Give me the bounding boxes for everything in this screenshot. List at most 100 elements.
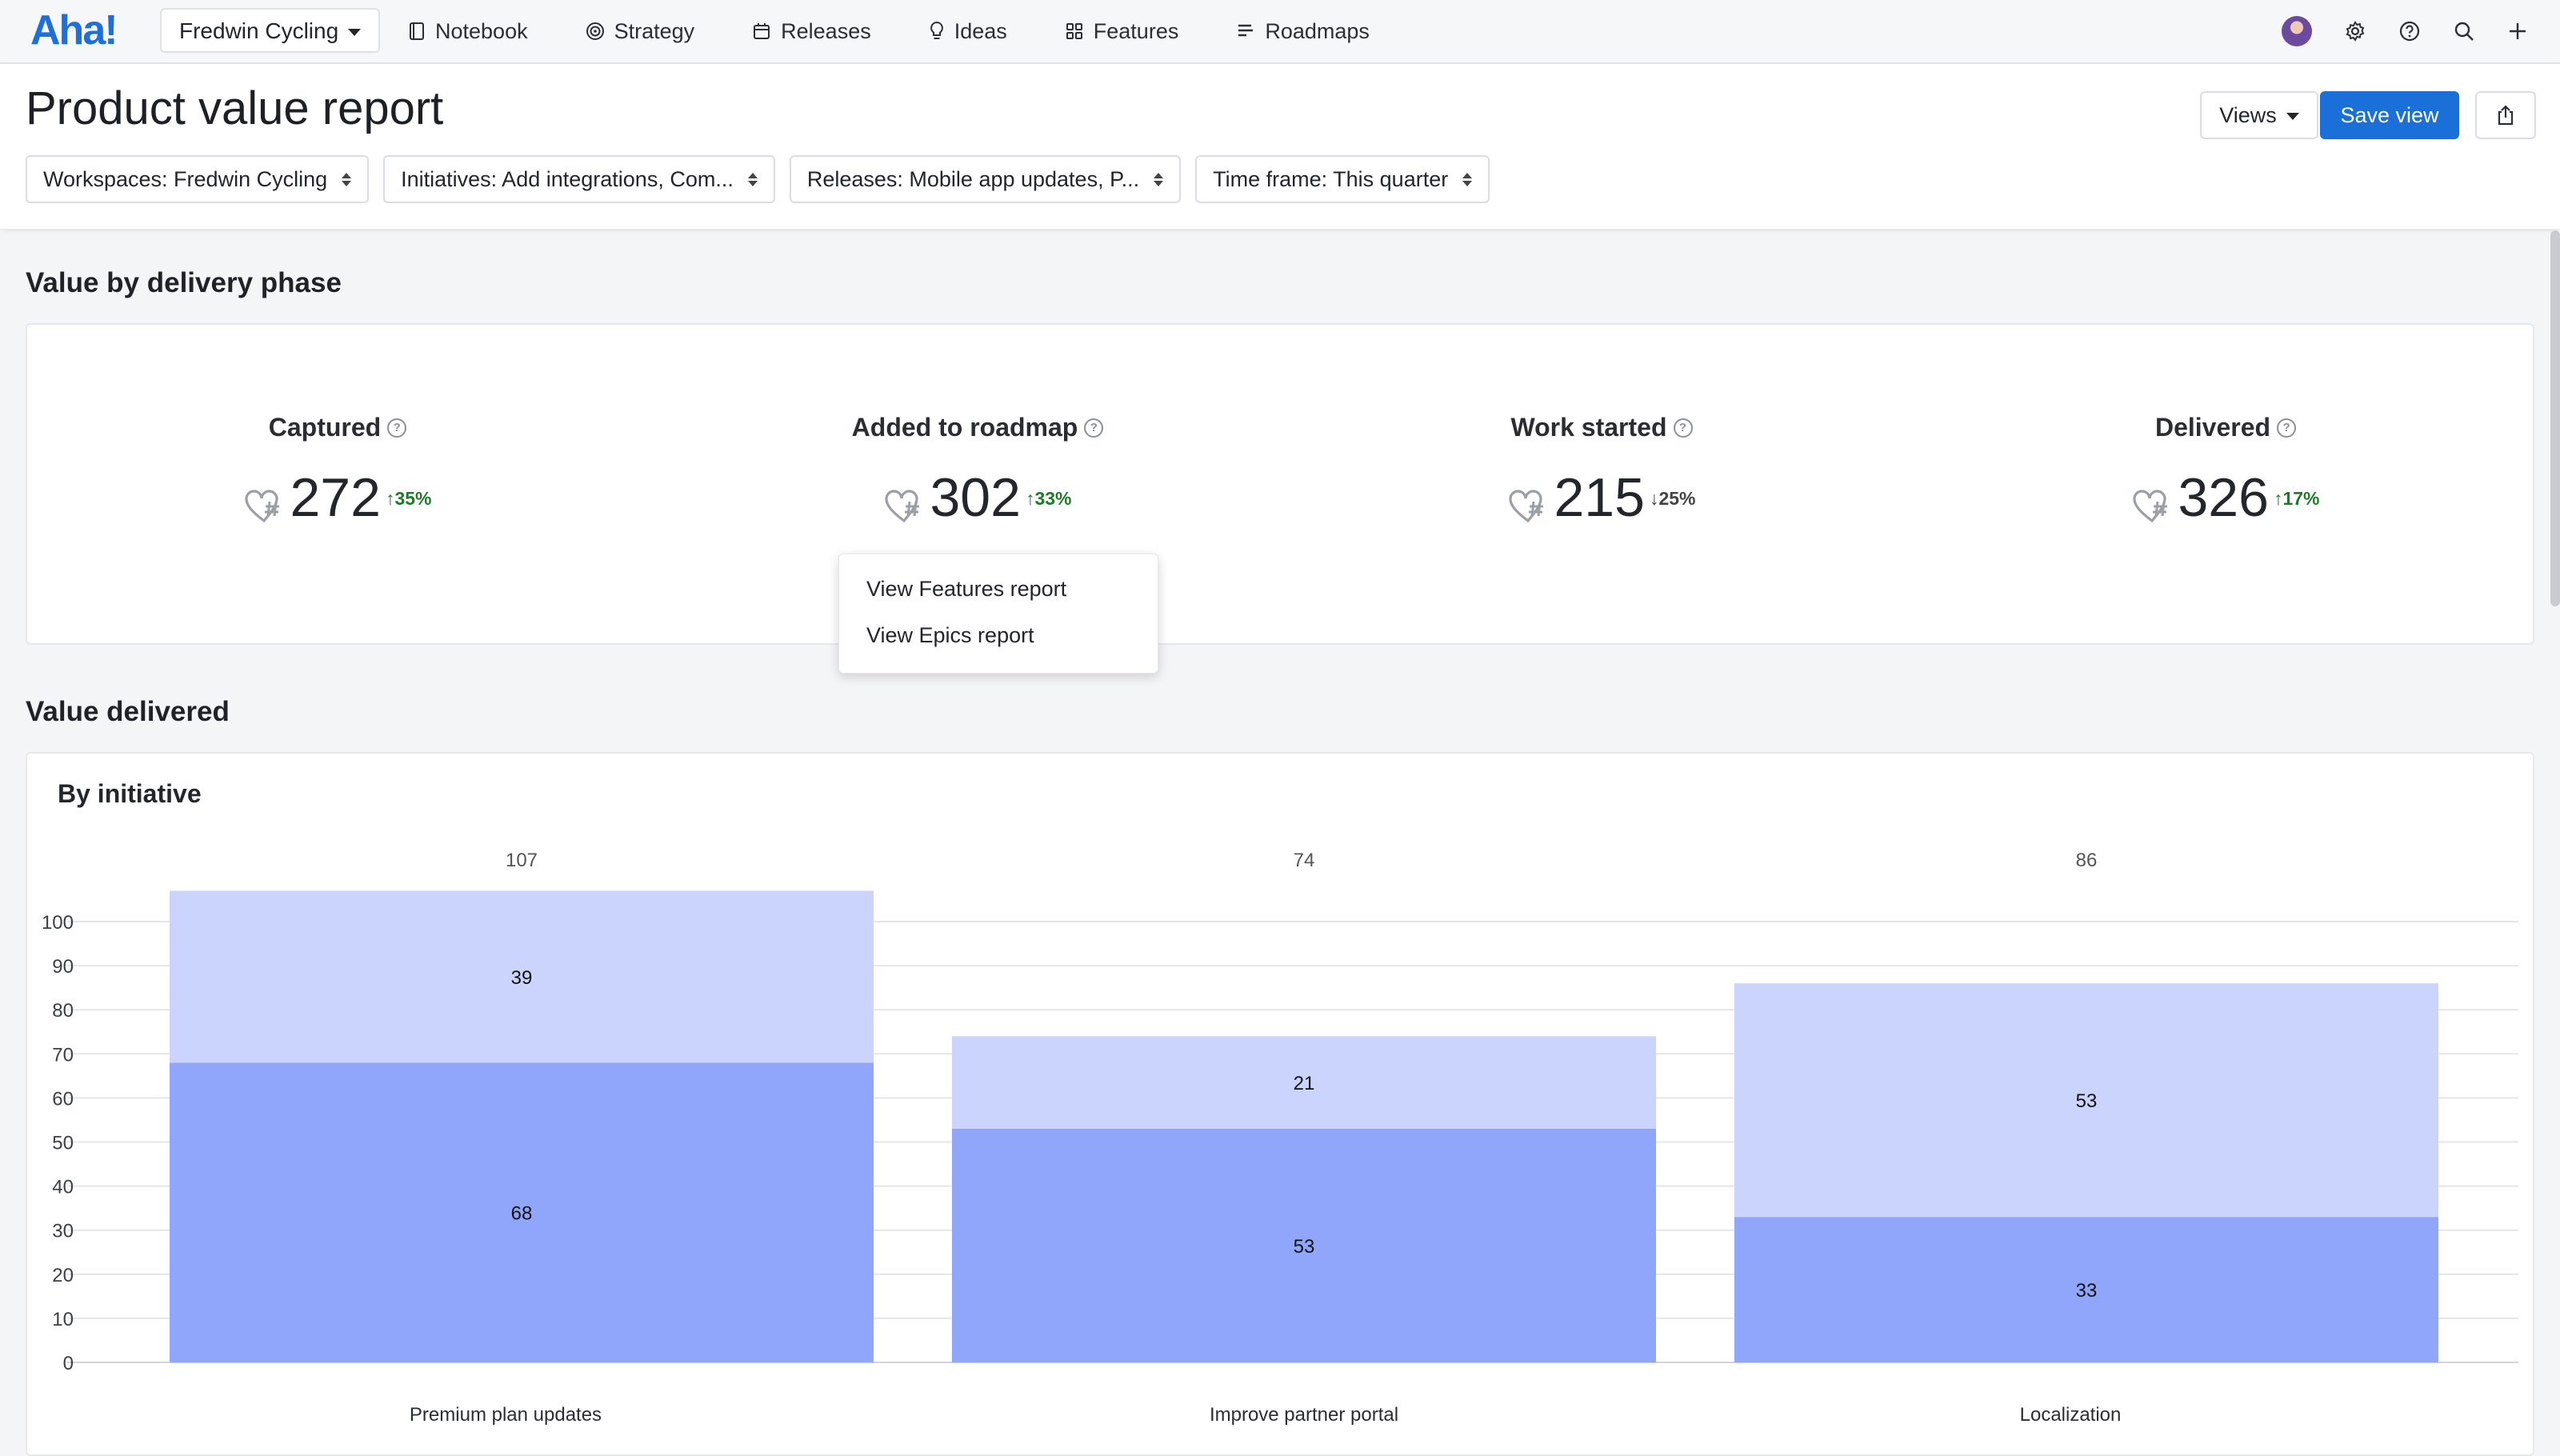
search-button[interactable] — [2453, 20, 2475, 42]
grid-icon — [1066, 23, 1082, 39]
nav-strategy[interactable]: Strategy — [586, 18, 695, 44]
metric-delivered[interactable]: Delivered? 326 ↑17% — [2026, 413, 2426, 528]
metric-change: ↑35% — [386, 488, 432, 510]
metric-added-to-roadmap[interactable]: Added to roadmap? 302 ↑33% — [778, 413, 1178, 528]
roadmap-icon — [1238, 24, 1254, 37]
filter-workspaces[interactable]: Workspaces: Fredwin Cycling — [26, 155, 370, 203]
report-header: Product value report Views Save view Wor… — [0, 64, 2560, 229]
views-button-label: Views — [2219, 103, 2277, 127]
help-icon[interactable]: ? — [2277, 418, 2297, 438]
heart-hash-icon — [2133, 490, 2168, 523]
metric-label-text: Delivered — [2154, 413, 2271, 442]
filter-releases[interactable]: Releases: Mobile app updates, P... — [789, 155, 1182, 203]
section-title-phase: Value by delivery phase — [26, 267, 342, 298]
chart-subtitle: By initiative — [58, 779, 202, 808]
avatar — [2282, 16, 2312, 46]
filter-workspaces-label: Workspaces: Fredwin Cycling — [43, 167, 328, 191]
nav-releases-label: Releases — [781, 18, 871, 43]
metric-label: Work started? — [1510, 413, 1693, 442]
page-title: Product value report — [26, 82, 444, 134]
metric-change-value: 33% — [1034, 488, 1072, 509]
notebook-icon — [410, 22, 424, 40]
caret-down-icon — [2286, 113, 2299, 121]
metric-label-text: Added to roadmap — [851, 413, 1078, 442]
metric-change: ↑33% — [1026, 488, 1072, 510]
nav-roadmaps[interactable]: Roadmaps — [1236, 19, 1370, 44]
heart-hash-icon — [885, 490, 920, 523]
arrow-up-icon: ↑ — [2273, 488, 2283, 509]
search-icon — [2454, 22, 2474, 41]
nav-ideas-label: Ideas — [954, 18, 1007, 43]
metric-value: 302 — [930, 467, 1021, 528]
filter-time-frame-label: Time frame: This quarter — [1213, 167, 1449, 191]
filter-initiatives-label: Initiatives: Add integrations, Com... — [401, 167, 734, 191]
metric-captured[interactable]: Captured? 272 ↑35% — [138, 413, 538, 528]
metric-value: 272 — [290, 467, 381, 528]
nav-ideas[interactable]: Ideas — [929, 19, 1007, 44]
workspace-name: Fredwin Cycling — [179, 18, 339, 43]
nav-roadmaps-label: Roadmaps — [1265, 18, 1370, 43]
metric-change: ↓25% — [1650, 488, 1696, 510]
metric-value-row: 302 ↑33% — [778, 467, 1178, 528]
metric-dropdown-menu: View Features report View Epics report — [838, 554, 1158, 674]
nav-features-label: Features — [1093, 18, 1179, 43]
share-button[interactable] — [2475, 91, 2536, 139]
settings-button[interactable] — [2344, 20, 2366, 42]
page-scrollbar[interactable] — [2550, 230, 2560, 606]
help-button[interactable] — [2398, 20, 2421, 42]
metric-change-value: 25% — [1658, 488, 1696, 509]
metric-label: Captured? — [268, 413, 407, 442]
views-button[interactable]: Views — [2200, 91, 2318, 139]
metric-value: 215 — [1554, 467, 1645, 528]
aha-logo[interactable]: Aha! — [30, 7, 118, 54]
workspace-selector[interactable]: Fredwin Cycling — [160, 8, 381, 53]
view-features-report-link[interactable]: View Features report — [866, 577, 1067, 601]
section-title-delivered: Value delivered — [26, 696, 230, 727]
nav-right-actions — [2250, 0, 2528, 62]
lightbulb-icon — [930, 21, 943, 39]
metric-work-started[interactable]: Work started? 215 ↓25% — [1402, 413, 1802, 528]
sort-arrows-icon — [1462, 172, 1473, 186]
add-button[interactable] — [2507, 21, 2528, 42]
nav-notebook-label: Notebook — [435, 18, 528, 43]
help-icon — [2399, 21, 2420, 42]
delivered-card — [26, 752, 2534, 1456]
heart-hash-icon — [1509, 490, 1544, 523]
sort-arrows-icon — [342, 172, 352, 186]
share-icon — [2498, 105, 2514, 126]
metric-value-row: 215 ↓25% — [1402, 467, 1802, 528]
metric-value: 326 — [2178, 467, 2269, 528]
metric-label-text: Captured — [268, 413, 382, 442]
view-epics-report-link[interactable]: View Epics report — [866, 623, 1034, 647]
phase-card: Captured? 272 ↑35% Added to roadmap? 302 ↑33%… — [26, 323, 2534, 645]
nav-releases[interactable]: Releases — [752, 19, 871, 44]
help-icon[interactable]: ? — [387, 418, 407, 438]
metric-change: ↑17% — [2274, 488, 2320, 510]
metric-label-text: Work started — [1510, 413, 1667, 442]
heart-hash-icon — [245, 490, 280, 523]
save-view-button[interactable]: Save view — [2320, 91, 2459, 139]
nav-strategy-label: Strategy — [614, 18, 695, 43]
filter-time-frame[interactable]: Time frame: This quarter — [1195, 155, 1490, 203]
metric-label: Added to roadmap? — [852, 413, 1104, 442]
filter-initiatives[interactable]: Initiatives: Add integrations, Com... — [383, 155, 775, 203]
gear-icon — [2346, 21, 2365, 42]
calendar-icon — [754, 23, 770, 39]
metric-value-row: 326 ↑17% — [2026, 467, 2426, 528]
nav-notebook[interactable]: Notebook — [408, 19, 528, 44]
arrow-up-icon: ↑ — [1025, 488, 1035, 509]
target-icon — [586, 22, 604, 40]
sort-arrows-icon — [747, 172, 758, 186]
filter-bar: Workspaces: Fredwin Cycling Initiatives:… — [26, 155, 1504, 203]
caret-down-icon — [348, 29, 362, 37]
arrow-down-icon: ↓ — [1649, 488, 1659, 509]
sort-arrows-icon — [1154, 172, 1164, 186]
help-icon[interactable]: ? — [1084, 418, 1104, 438]
nav-features[interactable]: Features — [1065, 18, 1179, 44]
filter-releases-label: Releases: Mobile app updates, P... — [806, 167, 1140, 191]
user-avatar[interactable] — [2282, 16, 2312, 46]
arrow-up-icon: ↑ — [385, 488, 395, 509]
metric-value-row: 272 ↑35% — [138, 467, 538, 528]
main-nav: Notebook Strategy Releases Ideas Feature… — [408, 0, 1427, 62]
help-icon[interactable]: ? — [1673, 418, 1693, 438]
